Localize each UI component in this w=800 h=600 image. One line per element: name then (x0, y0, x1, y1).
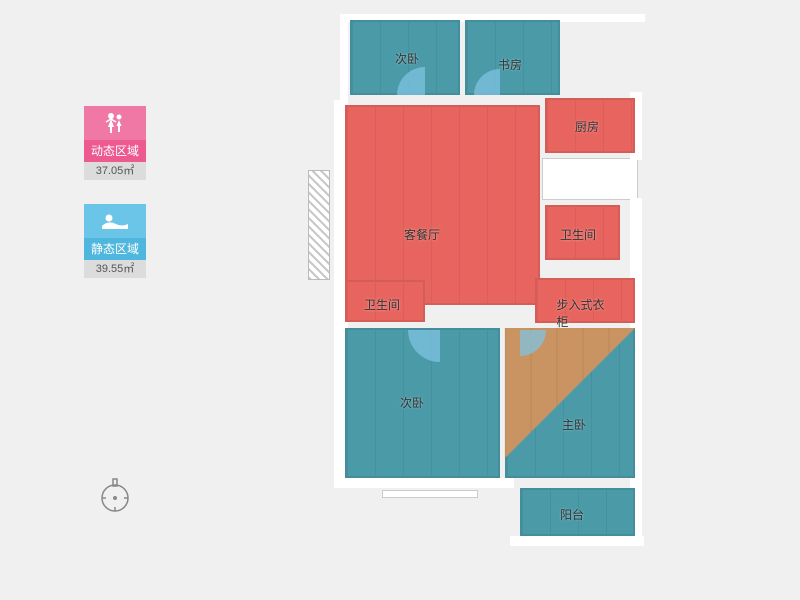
room-label: 阳台 (560, 506, 584, 523)
legend-dynamic-value: 37.05㎡ (84, 162, 146, 180)
legend-static-label: 静态区域 (84, 238, 146, 260)
wall-segment (510, 536, 644, 546)
room-secondary-bedroom-top: 次卧 (350, 20, 460, 95)
pillar-hatch (308, 170, 330, 280)
room-label: 主卧 (562, 416, 586, 433)
room-label: 次卧 (395, 50, 419, 67)
room-label: 步入式衣柜 (557, 296, 608, 330)
room-living-dining: 客餐厅 (345, 105, 540, 305)
sleeping-icon (100, 210, 130, 232)
room-bathroom-left: 卫生间 (345, 280, 425, 322)
wall-segment (340, 14, 348, 102)
room-master-bedroom: 主卧 (505, 328, 635, 478)
legend-dynamic-label: 动态区域 (84, 140, 146, 162)
room-label: 厨房 (575, 118, 599, 135)
room-label: 客餐厅 (404, 226, 440, 243)
floorplan-canvas: 次卧书房厨房客餐厅卫生间卫生间步入式衣柜次卧主卧阳台 (310, 0, 660, 600)
room-kitchen: 厨房 (545, 98, 635, 153)
room-study: 书房 (465, 20, 560, 95)
room-label: 书房 (498, 56, 522, 73)
room-walkin-closet: 步入式衣柜 (535, 278, 635, 323)
room-label: 次卧 (400, 394, 424, 411)
room-secondary-bedroom-bottom: 次卧 (345, 328, 500, 478)
legend-static-value: 39.55㎡ (84, 260, 146, 278)
compass-icon (98, 476, 132, 521)
room-label: 卫生间 (560, 226, 596, 243)
legend-panel: 动态区域 37.05㎡ 静态区域 39.55㎡ (72, 106, 158, 302)
wall-segment (334, 478, 514, 488)
window-bar (382, 490, 478, 498)
legend-dynamic-icon-box (84, 106, 146, 140)
people-icon (102, 111, 128, 135)
legend-static-icon-box (84, 204, 146, 238)
room-label: 卫生间 (364, 296, 400, 313)
room-bathroom-right: 卫生间 (545, 205, 620, 260)
legend-static: 静态区域 39.55㎡ (72, 204, 158, 278)
legend-dynamic: 动态区域 37.05㎡ (72, 106, 158, 180)
room-balcony: 阳台 (520, 488, 635, 536)
window-bar (542, 158, 638, 200)
